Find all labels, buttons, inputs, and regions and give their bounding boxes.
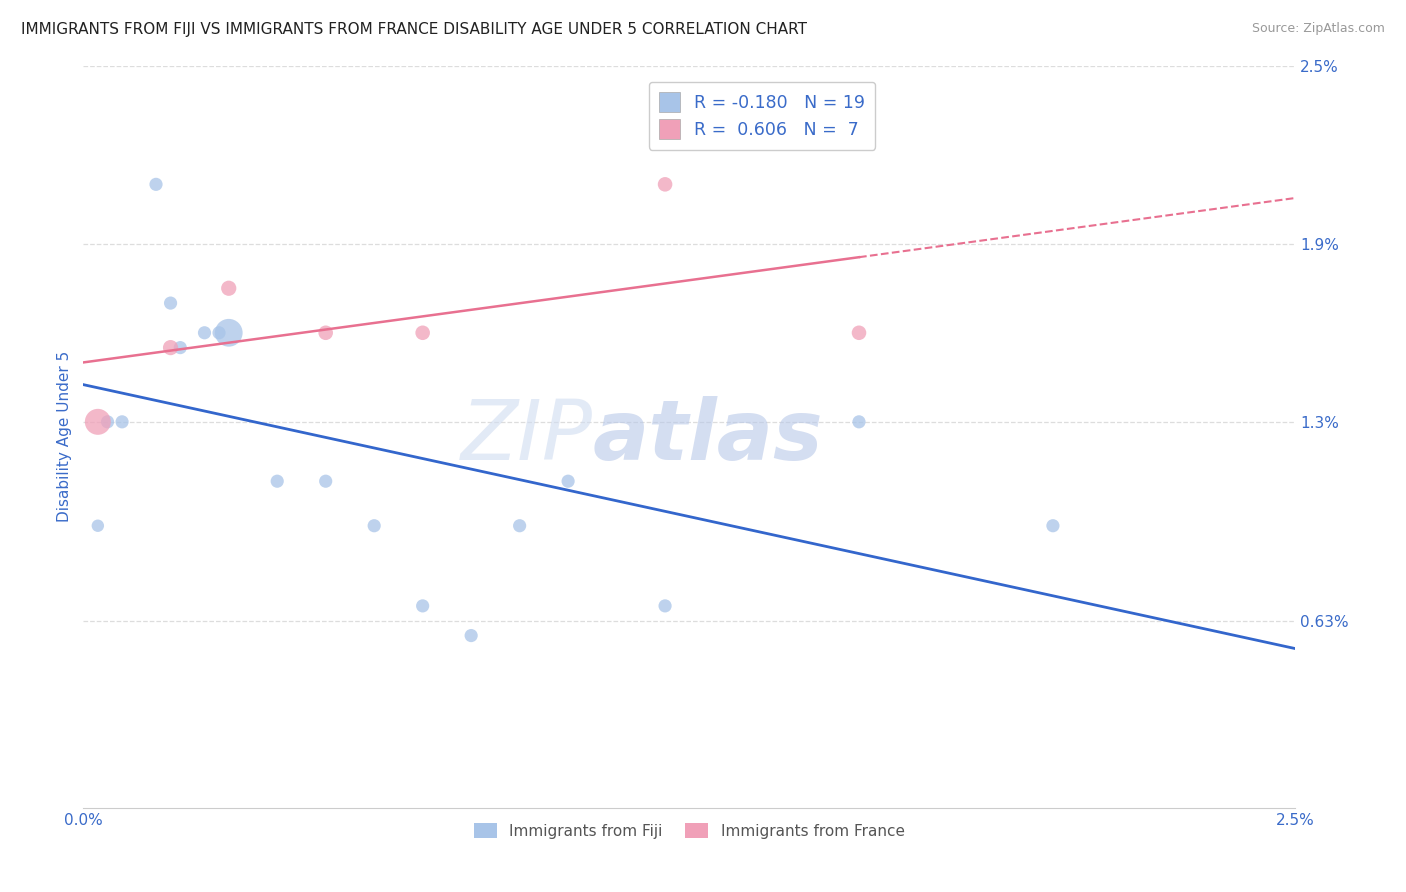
Text: atlas: atlas bbox=[592, 396, 823, 477]
Point bbox=[159, 341, 181, 355]
Point bbox=[315, 326, 337, 340]
Point bbox=[654, 178, 676, 192]
Point bbox=[169, 341, 191, 355]
Point bbox=[848, 415, 870, 429]
Point bbox=[654, 599, 676, 613]
Point bbox=[460, 629, 482, 643]
Text: ZIP: ZIP bbox=[460, 396, 592, 477]
Point bbox=[363, 518, 385, 533]
Point bbox=[87, 518, 110, 533]
Point bbox=[509, 518, 531, 533]
Point bbox=[218, 326, 240, 340]
Point bbox=[96, 415, 118, 429]
Point bbox=[848, 326, 870, 340]
Point bbox=[412, 599, 434, 613]
Point bbox=[1042, 518, 1064, 533]
Point bbox=[412, 326, 434, 340]
Point bbox=[145, 178, 167, 192]
Point bbox=[266, 474, 288, 488]
Legend: Immigrants from Fiji, Immigrants from France: Immigrants from Fiji, Immigrants from Fr… bbox=[468, 816, 911, 845]
Point bbox=[111, 415, 134, 429]
Y-axis label: Disability Age Under 5: Disability Age Under 5 bbox=[58, 351, 72, 523]
Point bbox=[159, 296, 181, 310]
Point bbox=[208, 326, 231, 340]
Point bbox=[87, 415, 110, 429]
Text: IMMIGRANTS FROM FIJI VS IMMIGRANTS FROM FRANCE DISABILITY AGE UNDER 5 CORRELATIO: IMMIGRANTS FROM FIJI VS IMMIGRANTS FROM … bbox=[21, 22, 807, 37]
Text: Source: ZipAtlas.com: Source: ZipAtlas.com bbox=[1251, 22, 1385, 36]
Point bbox=[193, 326, 215, 340]
Point bbox=[315, 474, 337, 488]
Point bbox=[218, 281, 240, 295]
Point bbox=[557, 474, 579, 488]
